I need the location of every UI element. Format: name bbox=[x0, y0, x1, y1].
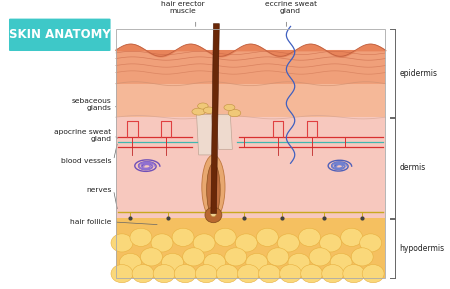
Ellipse shape bbox=[119, 253, 141, 272]
Bar bbox=[116, 84, 385, 117]
Text: SKIN ANATOMY: SKIN ANATOMY bbox=[9, 28, 111, 41]
Ellipse shape bbox=[193, 234, 215, 252]
Ellipse shape bbox=[198, 103, 208, 109]
Ellipse shape bbox=[111, 234, 133, 252]
Ellipse shape bbox=[216, 264, 238, 283]
Ellipse shape bbox=[341, 228, 363, 247]
Ellipse shape bbox=[202, 155, 225, 219]
Polygon shape bbox=[211, 24, 219, 214]
Text: eccrine sweat
gland: eccrine sweat gland bbox=[265, 1, 316, 14]
Ellipse shape bbox=[224, 104, 235, 110]
Ellipse shape bbox=[162, 253, 184, 272]
Ellipse shape bbox=[288, 253, 310, 272]
Ellipse shape bbox=[360, 234, 382, 252]
Ellipse shape bbox=[343, 264, 365, 283]
Ellipse shape bbox=[130, 228, 152, 247]
Text: apocrine sweat
gland: apocrine sweat gland bbox=[54, 129, 112, 142]
Ellipse shape bbox=[256, 228, 278, 247]
Bar bbox=[116, 29, 385, 278]
Ellipse shape bbox=[235, 234, 257, 252]
Ellipse shape bbox=[279, 264, 302, 283]
Ellipse shape bbox=[214, 228, 236, 247]
Ellipse shape bbox=[298, 228, 320, 247]
Ellipse shape bbox=[207, 163, 220, 216]
Text: nerves: nerves bbox=[86, 187, 112, 193]
Ellipse shape bbox=[322, 264, 344, 283]
Bar bbox=[116, 117, 385, 218]
Text: dermis: dermis bbox=[400, 163, 426, 173]
Ellipse shape bbox=[320, 234, 342, 252]
Ellipse shape bbox=[151, 234, 173, 252]
Ellipse shape bbox=[195, 264, 217, 283]
Text: epidermis: epidermis bbox=[400, 69, 438, 78]
Ellipse shape bbox=[267, 248, 289, 266]
Ellipse shape bbox=[203, 107, 215, 114]
Bar bbox=[116, 50, 385, 84]
Ellipse shape bbox=[228, 109, 241, 117]
Ellipse shape bbox=[132, 264, 154, 283]
Text: hair erector
muscle: hair erector muscle bbox=[161, 1, 205, 14]
Ellipse shape bbox=[204, 253, 225, 272]
FancyBboxPatch shape bbox=[9, 18, 111, 51]
Ellipse shape bbox=[238, 264, 259, 283]
Ellipse shape bbox=[153, 264, 175, 283]
Polygon shape bbox=[216, 114, 232, 149]
Ellipse shape bbox=[183, 248, 205, 266]
Ellipse shape bbox=[246, 253, 268, 272]
Text: hair follicle: hair follicle bbox=[70, 219, 112, 225]
Ellipse shape bbox=[205, 207, 222, 223]
Bar bbox=[116, 218, 385, 278]
Ellipse shape bbox=[330, 253, 352, 272]
Ellipse shape bbox=[351, 248, 373, 266]
Ellipse shape bbox=[225, 248, 247, 266]
Ellipse shape bbox=[211, 212, 216, 217]
Ellipse shape bbox=[192, 108, 205, 115]
Text: blood vessels: blood vessels bbox=[61, 158, 112, 164]
Ellipse shape bbox=[258, 264, 280, 283]
Ellipse shape bbox=[309, 248, 331, 266]
Text: hypodermis: hypodermis bbox=[400, 244, 445, 253]
Ellipse shape bbox=[278, 234, 299, 252]
Ellipse shape bbox=[111, 264, 133, 283]
Ellipse shape bbox=[362, 264, 384, 283]
Polygon shape bbox=[197, 114, 216, 155]
Ellipse shape bbox=[140, 248, 162, 266]
Ellipse shape bbox=[301, 264, 323, 283]
Ellipse shape bbox=[172, 228, 194, 247]
Text: sebaceous
glands: sebaceous glands bbox=[72, 98, 112, 111]
Ellipse shape bbox=[174, 264, 196, 283]
